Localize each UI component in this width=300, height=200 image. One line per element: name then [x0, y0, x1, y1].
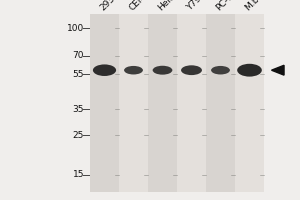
Text: 293: 293	[98, 0, 117, 12]
Text: 100: 100	[67, 24, 84, 33]
Text: 15: 15	[73, 170, 84, 179]
Ellipse shape	[237, 64, 262, 77]
Polygon shape	[272, 65, 284, 75]
Bar	[90, 14, 264, 192]
Text: 25: 25	[73, 131, 84, 140]
Text: M.brain: M.brain	[243, 0, 274, 12]
Ellipse shape	[124, 66, 143, 74]
Ellipse shape	[181, 65, 202, 75]
Text: Y79: Y79	[185, 0, 203, 12]
Text: CEM: CEM	[127, 0, 147, 12]
Ellipse shape	[153, 66, 172, 75]
Bar	[177, 14, 206, 192]
Ellipse shape	[211, 66, 230, 74]
Bar	[148, 14, 177, 192]
Text: 35: 35	[73, 105, 84, 114]
Bar	[235, 14, 264, 192]
Bar	[90, 14, 119, 192]
Ellipse shape	[93, 64, 116, 76]
Bar	[206, 14, 235, 192]
Bar	[119, 14, 148, 192]
Text: Hela: Hela	[156, 0, 177, 12]
Text: 70: 70	[73, 51, 84, 60]
Text: PC-12: PC-12	[214, 0, 239, 12]
Text: 55: 55	[73, 70, 84, 79]
